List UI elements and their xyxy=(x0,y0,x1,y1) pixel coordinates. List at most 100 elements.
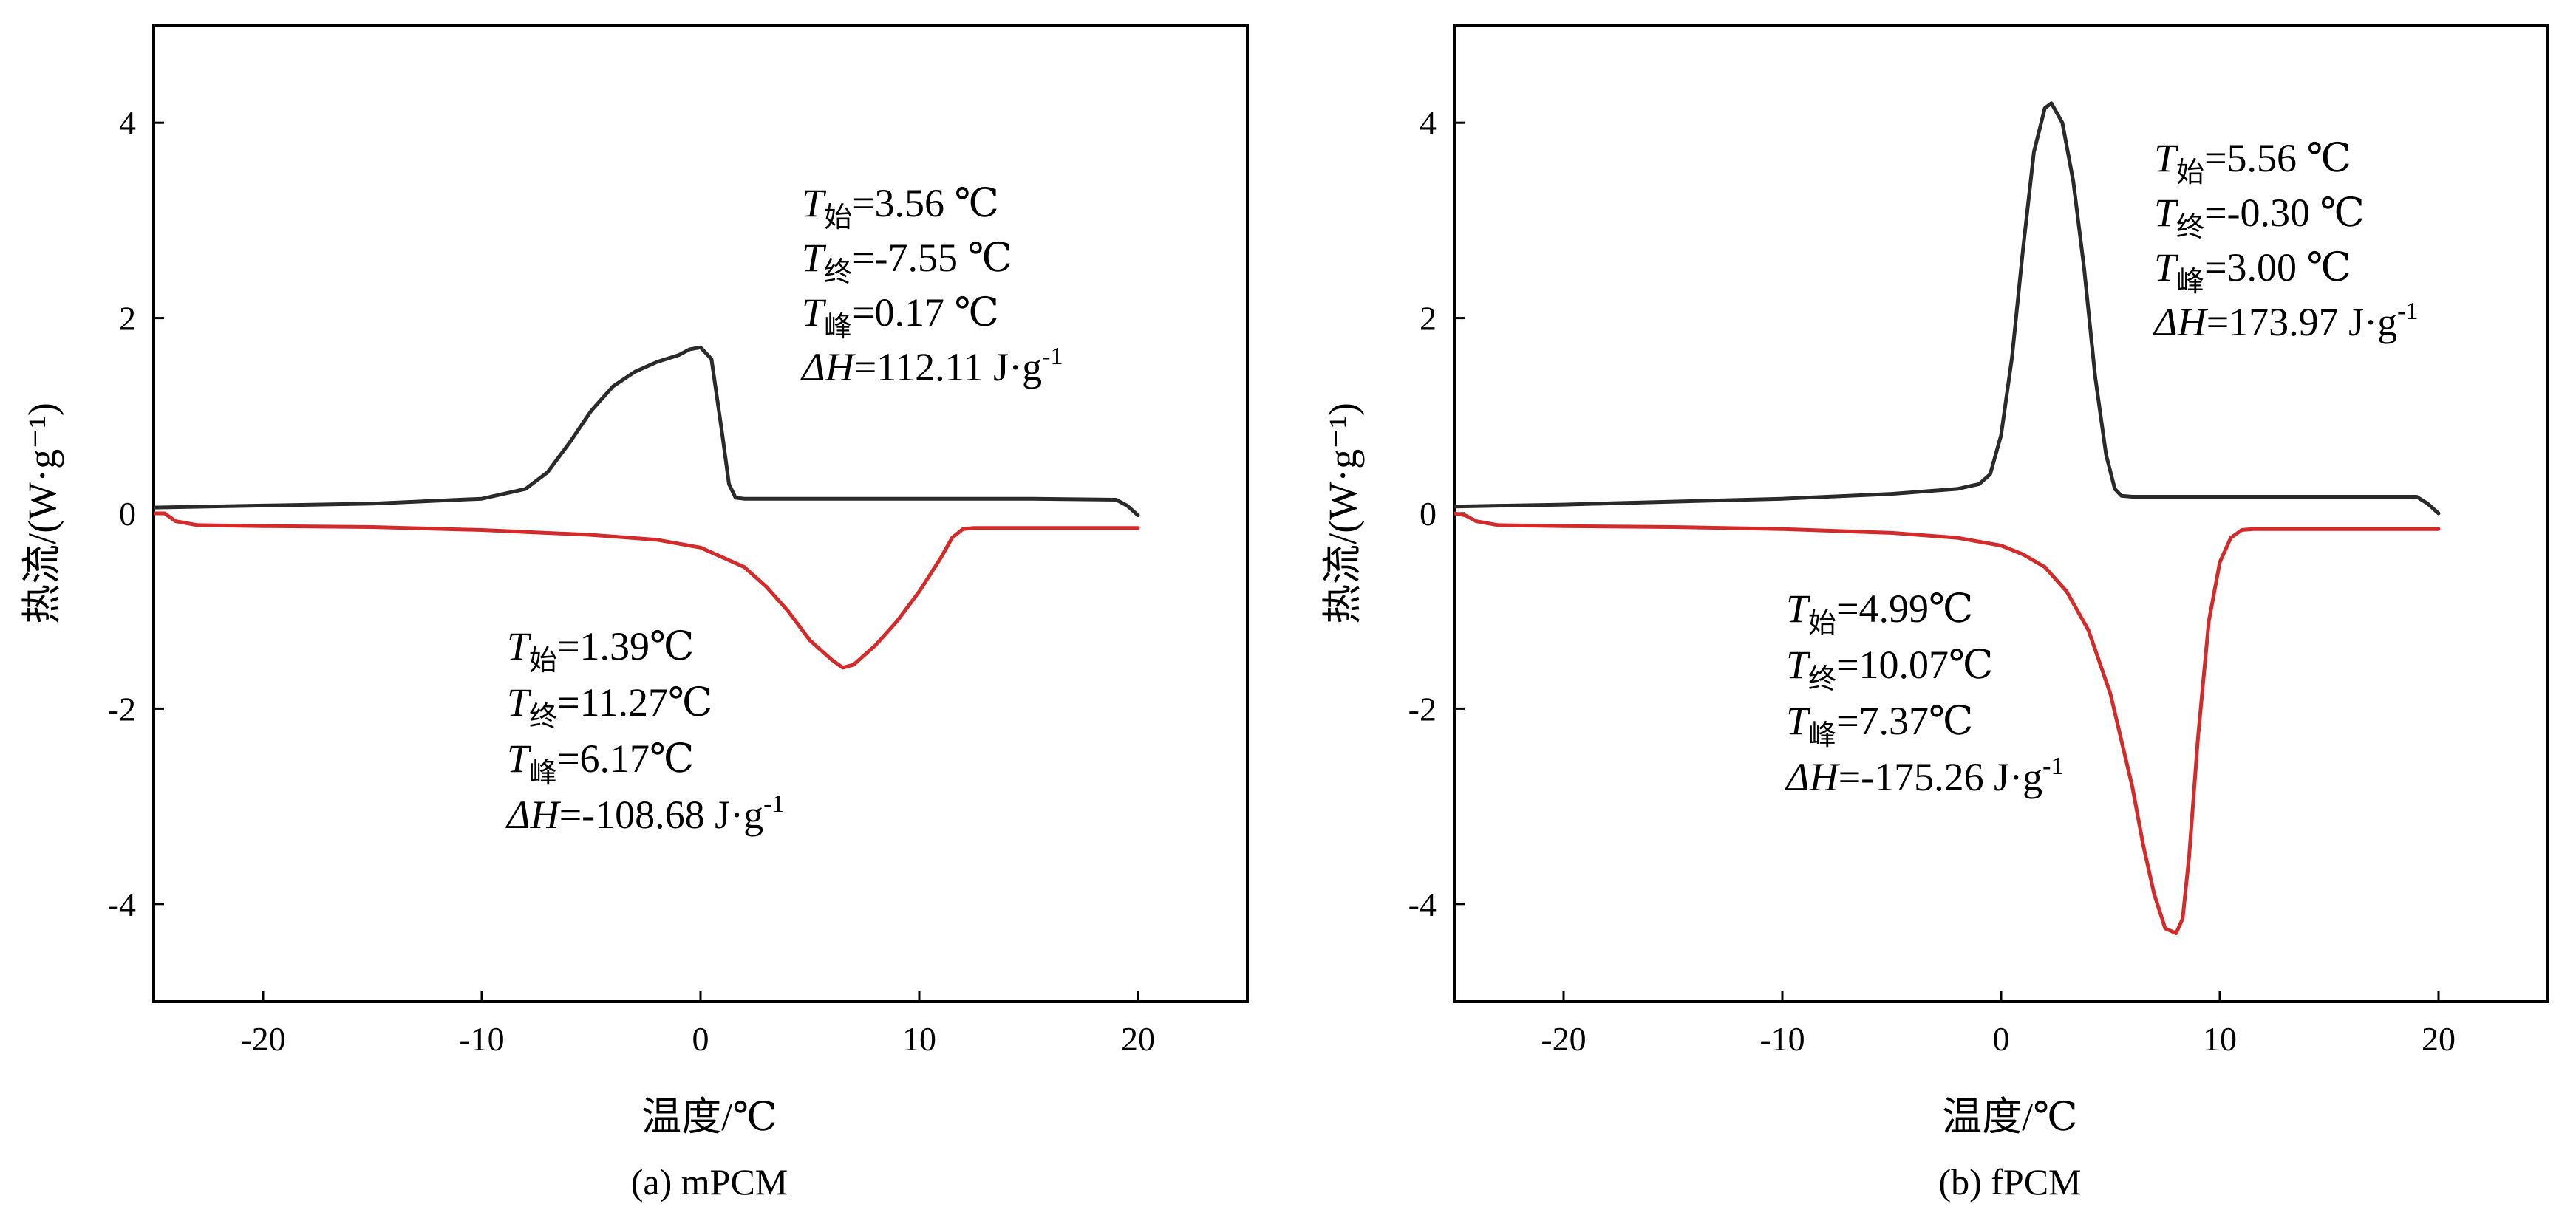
y-tick-label: -2 xyxy=(1408,690,1437,728)
annotation-value: =5.56 ℃ xyxy=(2204,136,2351,180)
y-axis-title: 热流/(W·g⁻¹) xyxy=(1321,403,1365,624)
x-tick-label: -10 xyxy=(459,1020,504,1058)
y-tick-label: -4 xyxy=(108,886,136,923)
series-line-endothermic xyxy=(154,511,1140,670)
y-tick-label: 4 xyxy=(1420,104,1437,142)
annotation-line: ΔH=-108.68 J·g-1 xyxy=(505,790,784,837)
panel-b: 热流/(W·g⁻¹) 温度/℃ (b) fPCM -20 -10 0 10 20-4-2… xyxy=(1321,24,2549,1203)
x-tick-label: -20 xyxy=(1541,1020,1586,1058)
annotation-subscript: 峰 xyxy=(529,758,557,789)
annotation-superscript: -1 xyxy=(2397,298,2418,325)
annotation-value: =7.37℃ xyxy=(1836,699,1973,743)
annotation-line: T终=-7.55 ℃ xyxy=(802,236,1012,288)
plot-frame xyxy=(1453,24,2549,1003)
annotation-symbol: ΔH xyxy=(800,345,856,389)
annotation-subscript: 终 xyxy=(1808,664,1836,695)
annotation-value: =4.99℃ xyxy=(1836,586,1973,631)
x-tick-label: 20 xyxy=(1121,1020,1155,1058)
annotation-symbol: ΔH xyxy=(505,793,562,837)
annotation-line: T始=4.99℃ xyxy=(1786,586,1973,639)
y-tick-label: 4 xyxy=(119,104,136,142)
annotation-superscript: -1 xyxy=(763,790,784,818)
annotation-subscript: 始 xyxy=(529,646,557,677)
panel-caption: (b) fPCM xyxy=(1938,1161,2081,1203)
annotation-subscript: 始 xyxy=(2176,157,2204,188)
annotation-value: =173.97 J·g xyxy=(2207,300,2397,344)
annotation-value: =3.56 ℃ xyxy=(852,181,999,225)
annotation-value: =-7.55 ℃ xyxy=(852,236,1012,280)
annotation-value: =10.07℃ xyxy=(1836,643,1993,687)
annotation-superscript: -1 xyxy=(2042,753,2063,780)
annotation-symbol: ΔH xyxy=(2153,300,2209,344)
annotation-value: =1.39℃ xyxy=(557,624,694,668)
annotation-symbol: T xyxy=(1786,699,1811,743)
panel-caption: (a) mPCM xyxy=(631,1161,788,1203)
annotation-line: ΔH=-175.26 J·g-1 xyxy=(1785,753,2063,799)
annotation-line: T峰=6.17℃ xyxy=(507,736,694,789)
annotation-subscript: 终 xyxy=(529,702,557,733)
plot-frame xyxy=(152,24,1249,1003)
x-axis-title: 温度/℃ xyxy=(1942,1095,2077,1139)
annotation-subscript: 峰 xyxy=(2176,267,2204,298)
annotation-subscript: 终 xyxy=(824,257,852,288)
annotation-value: =3.00 ℃ xyxy=(2204,245,2351,290)
y-tick-label: -2 xyxy=(108,690,136,728)
annotation-value: =112.11 J·g xyxy=(854,345,1042,389)
panel-a: 热流/(W·g⁻¹) 温度/℃ (a) mPCM -20 -10 0 10 20-4-2… xyxy=(20,24,1249,1203)
x-tick-label: 20 xyxy=(2422,1020,2456,1058)
annotation-value: =-0.30 ℃ xyxy=(2204,191,2365,235)
annotation-subscript: 始 xyxy=(1808,608,1836,639)
annotation-symbol: T xyxy=(2154,191,2179,235)
annotation-symbol: T xyxy=(802,181,827,225)
series-line-exothermic xyxy=(154,345,1140,518)
y-tick-label: 0 xyxy=(119,495,136,533)
x-tick-label: -10 xyxy=(1759,1020,1805,1058)
annotation-line: ΔH=173.97 J·g-1 xyxy=(2153,298,2418,344)
annotation-superscript: -1 xyxy=(1042,343,1063,370)
x-tick-label: -20 xyxy=(240,1020,285,1058)
annotation-line: T始=3.56 ℃ xyxy=(802,181,999,233)
annotation-value: =-108.68 J·g xyxy=(559,793,763,837)
annotation-line: T终=10.07℃ xyxy=(1786,643,1993,695)
annotation-symbol: T xyxy=(2154,136,2179,180)
annotation-symbol: T xyxy=(1786,586,1811,631)
annotation-symbol: T xyxy=(507,624,532,668)
annotation-value: =11.27℃ xyxy=(557,680,712,725)
annotation-line: T始=1.39℃ xyxy=(507,624,694,677)
annotation-symbol: T xyxy=(507,680,532,725)
annotation-value: =0.17 ℃ xyxy=(852,290,999,335)
annotation-symbol: T xyxy=(802,236,827,280)
annotation-line: T峰=7.37℃ xyxy=(1786,699,1973,751)
annotation-subscript: 峰 xyxy=(824,312,852,343)
y-tick-label: 0 xyxy=(1420,495,1437,533)
x-tick-label: 10 xyxy=(902,1020,936,1058)
annotation-line: ΔH=112.11 J·g-1 xyxy=(800,343,1063,389)
annotation-symbol: T xyxy=(1786,643,1811,687)
annotation-subscript: 终 xyxy=(2176,212,2204,243)
annotation-line: T终=11.27℃ xyxy=(507,680,712,733)
annotation-symbol: T xyxy=(2154,245,2179,290)
y-tick-label: 2 xyxy=(1420,300,1437,338)
x-tick-label: 10 xyxy=(2203,1020,2237,1058)
annotation-line: T峰=0.17 ℃ xyxy=(802,290,999,343)
annotation-symbol: T xyxy=(802,290,827,335)
series-line-endothermic xyxy=(1454,511,2441,935)
x-tick-label: 0 xyxy=(1993,1020,2010,1058)
x-tick-label: 0 xyxy=(692,1020,709,1058)
annotation-symbol: ΔH xyxy=(1785,755,1841,799)
y-tick-label: -4 xyxy=(1408,886,1437,923)
annotation-line: T始=5.56 ℃ xyxy=(2154,136,2351,188)
y-axis-title: 热流/(W·g⁻¹) xyxy=(20,403,64,624)
x-axis-title: 温度/℃ xyxy=(641,1095,777,1139)
y-tick-label: 2 xyxy=(119,300,136,338)
annotation-value: =6.17℃ xyxy=(557,736,694,781)
annotation-line: T峰=3.00 ℃ xyxy=(2154,245,2351,298)
series-line-exothermic xyxy=(1454,101,2441,516)
annotation-subscript: 始 xyxy=(824,202,852,233)
annotation-line: T终=-0.30 ℃ xyxy=(2154,191,2365,243)
annotation-subscript: 峰 xyxy=(1808,720,1836,751)
annotation-symbol: T xyxy=(507,736,532,781)
annotation-value: =-175.26 J·g xyxy=(1839,755,2042,799)
